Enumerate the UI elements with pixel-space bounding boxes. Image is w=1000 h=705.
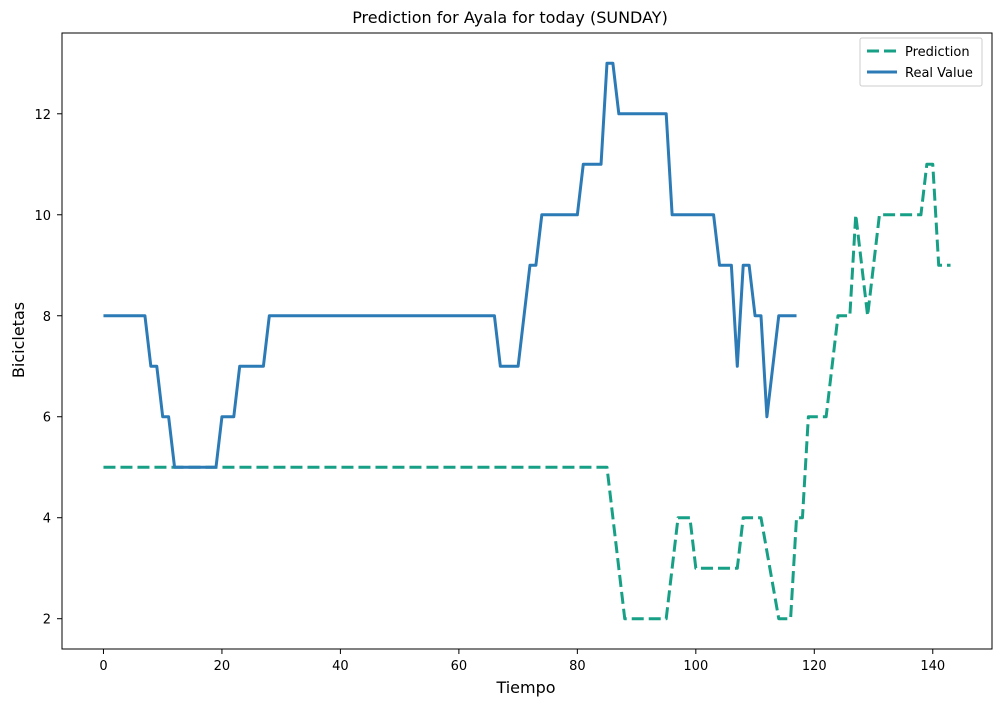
x-tick-label: 60 (451, 659, 468, 674)
x-tick-label: 0 (99, 659, 107, 674)
x-tick-label: 80 (569, 659, 586, 674)
series-layer (103, 61, 951, 621)
plot-area (61, 32, 993, 650)
chart-title: Prediction for Ayala for today (SUNDAY) (352, 8, 668, 27)
legend-label-prediction: Prediction (905, 45, 970, 60)
x-tick-label: 120 (802, 659, 827, 674)
series-line-prediction (103, 162, 951, 621)
x-tick-label: 40 (332, 659, 349, 674)
x-axis-title: Tiempo (495, 678, 555, 697)
x-tick-label: 140 (920, 659, 945, 674)
x-tick-label: 20 (214, 659, 231, 674)
legend: Prediction Real Value (859, 37, 983, 87)
y-tick-label: 10 (34, 209, 51, 224)
series-line-real-value (103, 61, 797, 469)
y-tick-label: 8 (43, 310, 51, 325)
y-tick-label: 4 (43, 512, 51, 527)
ticks: 0 20 40 60 80 100 120 140 2 4 6 8 10 12 (34, 108, 945, 674)
x-tick-label: 100 (683, 659, 708, 674)
y-tick-label: 6 (43, 411, 51, 426)
legend-label-real-value: Real Value (905, 66, 973, 81)
y-tick-label: 12 (34, 108, 51, 123)
y-axis-title: Bicicletas (9, 302, 28, 378)
y-tick-label: 2 (43, 613, 51, 628)
